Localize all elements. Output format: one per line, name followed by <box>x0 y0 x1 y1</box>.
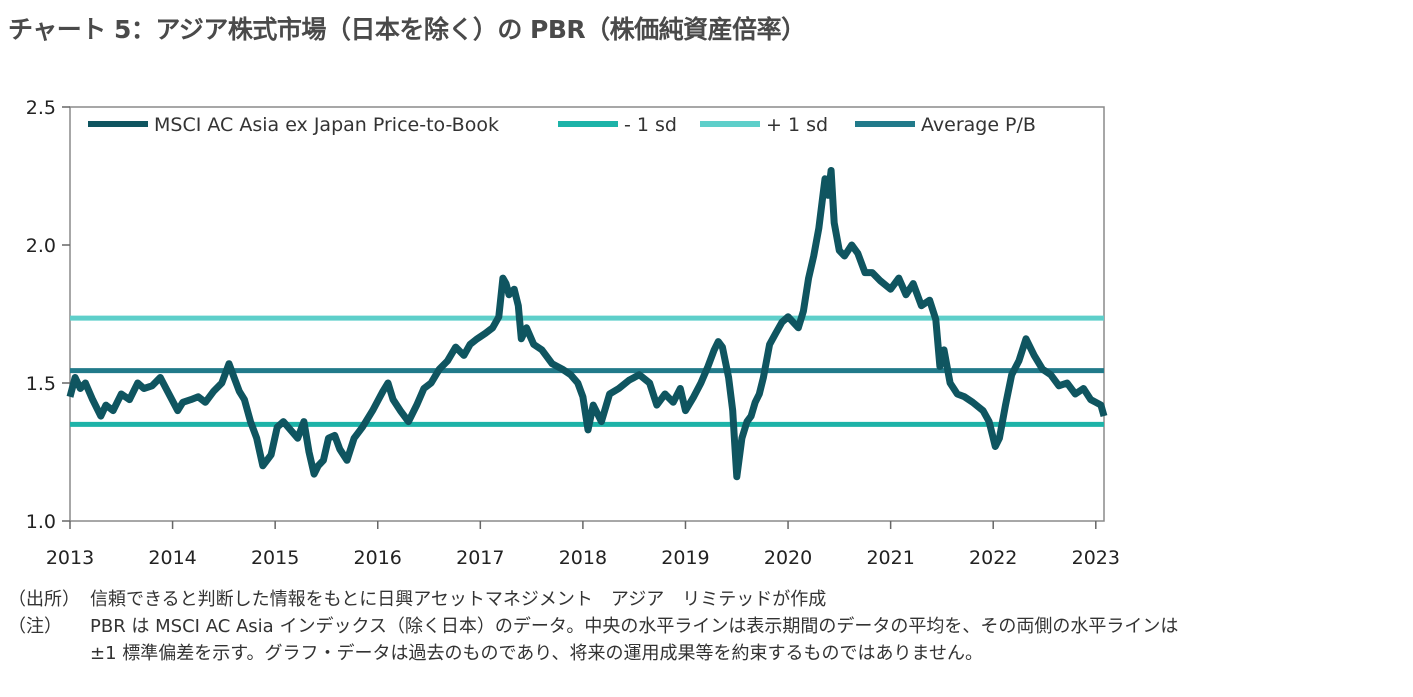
note-remark-indent <box>8 640 90 667</box>
pbr-line-chart: 1.0 1.5 2.0 2.5 2013 2014 2015 2016 2017 2018 2019… <box>26 97 1120 569</box>
x-tick-label: 2023 <box>1072 547 1120 569</box>
y-tick-label: 1.5 <box>26 373 56 395</box>
notes: （出所） 信頼できると判断した情報をもとに日興アセットマネジメント アジア リミ… <box>8 586 1178 667</box>
note-remark: （注） PBR は MSCI AC Asia インデックス（除く日本）のデータ。… <box>8 613 1178 640</box>
legend-label: Average P/B <box>921 114 1036 136</box>
x-tick-label: 2018 <box>559 547 607 569</box>
y-tick-label: 1.0 <box>26 511 56 533</box>
note-remark-text: PBR は MSCI AC Asia インデックス（除く日本）のデータ。中央の水… <box>90 616 1179 637</box>
plot-frame <box>69 106 1105 522</box>
x-tick-label: 2016 <box>354 547 402 569</box>
note-source: （出所） 信頼できると判断した情報をもとに日興アセットマネジメント アジア リミ… <box>8 586 1178 613</box>
legend-label: - 1 sd <box>624 114 677 136</box>
legend-label: + 1 sd <box>766 114 828 136</box>
legend-label: MSCI AC Asia ex Japan Price-to-Book <box>154 114 499 136</box>
x-tick-label: 2013 <box>46 547 94 569</box>
note-source-label: （出所） <box>8 589 80 610</box>
x-tick-label: 2015 <box>251 547 299 569</box>
x-tick-label: 2020 <box>764 547 812 569</box>
y-tick-label: 2.0 <box>26 235 56 257</box>
note-remark-label: （注） <box>8 616 62 637</box>
y-tick-label: 2.5 <box>26 97 56 119</box>
x-tick-label: 2021 <box>866 547 914 569</box>
pbr-series-line <box>66 167 1108 481</box>
x-tick-label: 2014 <box>148 547 196 569</box>
x-tick-label: 2019 <box>661 547 709 569</box>
x-tick-label: 2017 <box>456 547 504 569</box>
note-remark-text-2: ±1 標準偏差を示す。グラフ・データは過去のものであり、将来の運用成果等を約束す… <box>90 643 984 664</box>
note-remark-continued: ±1 標準偏差を示す。グラフ・データは過去のものであり、将来の運用成果等を約束す… <box>8 640 1178 667</box>
chart-title: チャート 5：アジア株式市場（日本を除く）の PBR（株価純資産倍率） <box>8 15 806 44</box>
note-source-text: 信頼できると判断した情報をもとに日興アセットマネジメント アジア リミテッドが作… <box>90 589 827 610</box>
x-tick-label: 2022 <box>969 547 1017 569</box>
